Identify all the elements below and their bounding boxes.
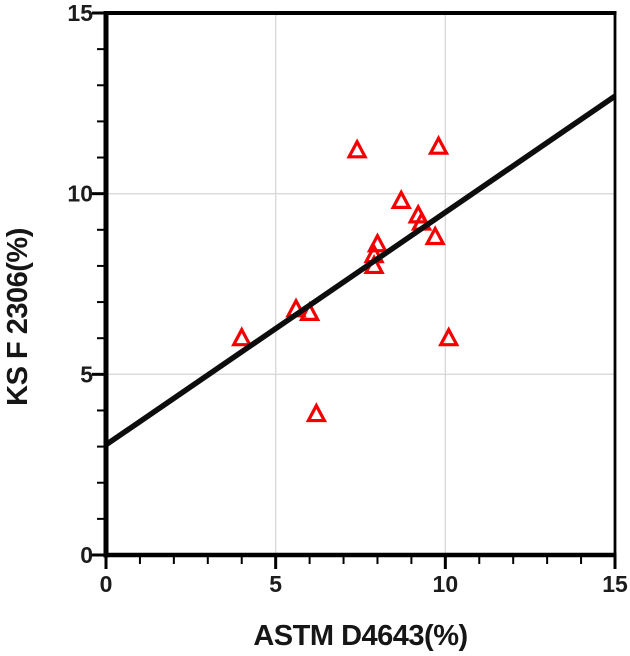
scatter-point-8 [390,188,412,209]
scatter-point-3 [305,402,328,423]
plot-frame [103,11,617,558]
tick-labels: 0 5 10 15 0 5 10 15 [67,0,628,597]
trend-line [104,93,617,448]
gridlines [106,13,615,555]
x-tick-label-10: 10 [433,571,459,597]
y-tick-label-0: 0 [80,542,93,568]
scatter-points [231,134,460,423]
scatter-point-12 [427,134,450,155]
scatter-point-11 [424,225,446,246]
scatter-point-4 [346,138,368,159]
x-tick-label-15: 15 [602,571,628,597]
x-tick-label-0: 0 [100,571,113,597]
y-tick-label-15: 15 [67,0,93,26]
scatter-point-2 [298,301,321,322]
scatter-point-13 [438,326,460,347]
x-tick-label-5: 5 [269,571,282,597]
y-axis-title: KS F 2306(%) [2,228,34,406]
scatter-point-0 [231,326,253,347]
y-tick-label-10: 10 [67,181,93,207]
axis-ticks [92,11,617,569]
x-axis-title: ASTM D4643(%) [253,620,467,652]
y-tick-label-5: 5 [80,361,93,387]
trend-line-group [104,93,617,448]
